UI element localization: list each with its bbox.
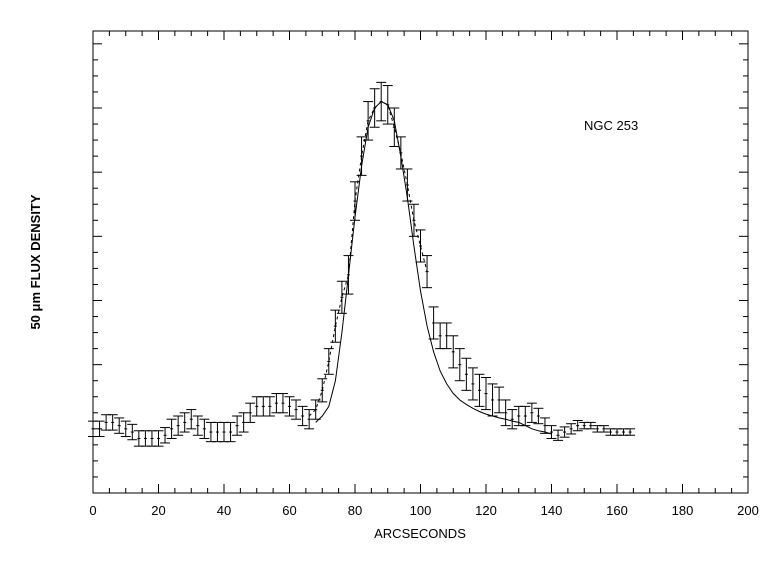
solid-model-line	[315, 100, 552, 435]
error-bar-point	[264, 396, 275, 417]
error-bar-point	[101, 414, 112, 431]
error-bar-point	[494, 386, 505, 414]
x-tick-label: 180	[672, 503, 694, 518]
error-bar-point	[336, 280, 347, 314]
error-bar-point	[481, 377, 491, 411]
error-bar-point	[546, 425, 557, 439]
error-bar-point	[553, 429, 564, 441]
x-tick-label: 80	[348, 503, 362, 518]
error-bar-point	[618, 428, 629, 436]
error-bar-point	[225, 421, 236, 443]
error-bar-point	[114, 417, 125, 434]
x-tick-label: 160	[606, 503, 628, 518]
error-bar-point	[258, 396, 269, 417]
error-bar-point	[245, 402, 256, 423]
error-bar-point	[363, 101, 374, 141]
error-bar-point	[461, 357, 472, 391]
error-bar-point	[323, 348, 334, 375]
error-bar-point	[192, 415, 203, 436]
error-bar-point	[153, 430, 164, 447]
error-bar-point	[467, 367, 478, 401]
x-tick-label: 200	[737, 503, 759, 518]
error-bar-point	[212, 421, 223, 443]
error-bar-point	[533, 407, 544, 425]
error-bar-point	[526, 402, 537, 423]
x-tick-label: 100	[410, 503, 432, 518]
error-bar-point	[291, 399, 302, 420]
error-bar-point	[140, 430, 151, 447]
error-bar-point	[277, 393, 288, 414]
error-bar-point	[199, 418, 210, 439]
error-bar-point	[572, 419, 583, 432]
error-bar-point	[297, 405, 308, 427]
error-bar-point	[107, 414, 118, 431]
x-tick-labels: 0 20 40 60 80 100 120 140 160 180 200	[89, 503, 758, 518]
error-bar-point	[566, 423, 577, 435]
x-tick-label: 60	[282, 503, 296, 518]
error-bar-point	[173, 415, 184, 436]
error-bar-point	[500, 399, 511, 427]
error-bar-point	[127, 423, 138, 441]
error-bar-point	[487, 383, 498, 417]
x-tick-label: 20	[151, 503, 165, 518]
error-bar-point	[435, 322, 446, 350]
error-bar-point	[448, 335, 459, 369]
error-bar-point	[94, 420, 105, 438]
error-bar-point	[559, 426, 570, 438]
x-tick-label: 120	[475, 503, 497, 518]
x-tick-label: 40	[217, 503, 231, 518]
error-bar-point	[415, 229, 426, 263]
error-bar-point	[238, 412, 249, 433]
error-bar-point	[317, 378, 328, 403]
error-bar-point	[422, 255, 433, 289]
error-bar-point	[160, 427, 171, 444]
error-bar-point	[166, 418, 177, 439]
x-tick-label: 0	[89, 503, 96, 518]
error-bar-point	[304, 409, 315, 430]
error-bar-point	[133, 430, 144, 447]
error-bar-point	[186, 409, 197, 430]
error-bar-point	[474, 373, 485, 407]
error-bar-point	[179, 412, 190, 433]
dashed-series-line	[308, 100, 428, 417]
error-bar-point	[625, 428, 636, 436]
x-axis-title: ARCSECONDS	[374, 526, 466, 541]
error-bar-point	[232, 415, 243, 436]
error-bar-point	[251, 396, 262, 417]
error-bar-point	[507, 409, 518, 430]
error-bar-point	[520, 405, 531, 427]
error-bar-point	[612, 428, 622, 436]
x-tick-label: 140	[541, 503, 563, 518]
error-bar-point	[579, 421, 590, 430]
error-bar-point	[454, 348, 465, 382]
error-bar-point	[598, 425, 609, 433]
error-bar-point	[330, 309, 341, 343]
annotation-ngc253: NGC 253	[584, 118, 638, 133]
y-axis-title: 50 μm FLUX DENSITY	[28, 194, 43, 329]
error-bar-point	[284, 396, 295, 417]
error-bar-point	[219, 421, 229, 443]
error-bar-point	[441, 322, 452, 350]
error-bar-point	[539, 417, 550, 434]
error-bar-point	[585, 421, 596, 430]
error-bar-point	[146, 430, 157, 447]
chart-marks	[88, 81, 636, 447]
error-bar-point	[120, 420, 131, 438]
